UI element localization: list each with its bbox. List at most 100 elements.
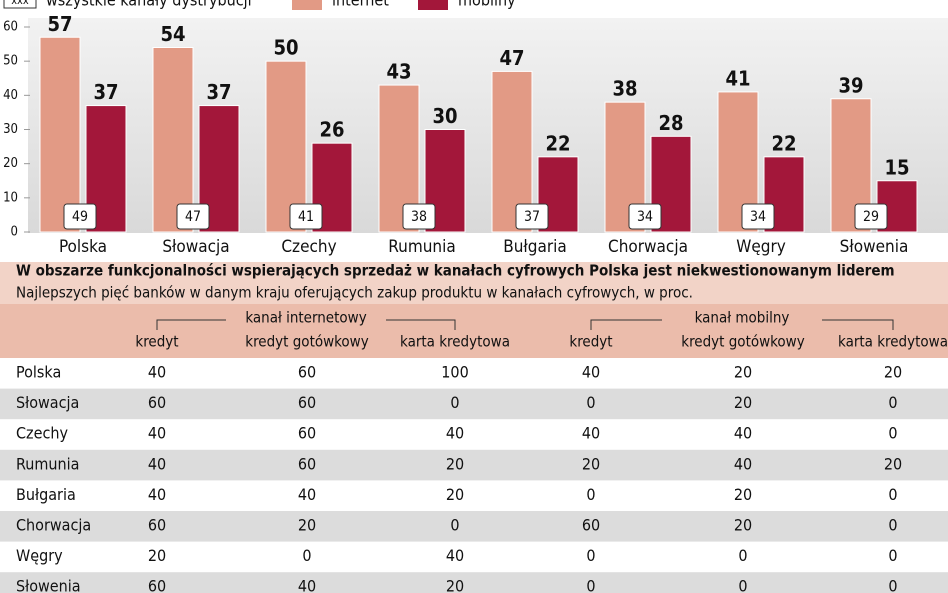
- y-tick-label: 30: [3, 122, 18, 137]
- value-label: 43: [386, 60, 411, 84]
- chart: 0 10 20 30 40 50 60 Polska 57 37 49 Słowacja 54 37 47 C…: [3, 12, 918, 257]
- value-label: 30: [432, 104, 457, 128]
- cell: 40: [734, 424, 752, 443]
- column-header: kredyt gotówkowy: [681, 333, 804, 351]
- cell: 0: [586, 546, 595, 565]
- column-header: karta kredytowa: [838, 333, 948, 351]
- legend-marker: [3, 0, 37, 9]
- group-header: kanał internetowy: [245, 309, 366, 327]
- legend-marker-text: xxx: [11, 0, 29, 7]
- group-bracket: [156, 319, 456, 330]
- value-label: 22: [771, 131, 796, 155]
- table-title: W obszarze funkcjonalności wspierających…: [16, 262, 895, 280]
- row-bg: [0, 449, 948, 481]
- cell: 20: [884, 454, 902, 473]
- all-channels-box: [402, 203, 436, 230]
- row-label: Chorwacja: [16, 516, 91, 535]
- all-channels-label: 41: [298, 209, 314, 225]
- all-channels-box: [63, 203, 97, 230]
- cell: 0: [450, 516, 459, 535]
- cell: 60: [298, 393, 316, 412]
- cell: 40: [148, 424, 166, 443]
- group-header: kanał mobilny: [695, 309, 790, 327]
- cell: 0: [888, 485, 897, 504]
- cell: 40: [582, 363, 600, 382]
- all-channels-label: 47: [185, 209, 201, 225]
- table-subtitle: Najlepszych pięć banków w danym kraju of…: [16, 284, 693, 302]
- cell: 60: [148, 393, 166, 412]
- cell: 40: [734, 454, 752, 473]
- x-tick-label: Chorwacja: [608, 237, 688, 257]
- cell: 0: [302, 546, 311, 565]
- row-label: Bułgaria: [16, 485, 76, 504]
- cell: 20: [734, 393, 752, 412]
- cell: 0: [450, 393, 459, 412]
- x-tick-label: Polska: [59, 237, 107, 257]
- legend-swatch: [292, 0, 322, 10]
- all-channels-box: [854, 203, 888, 230]
- all-channels-label: 29: [863, 209, 879, 225]
- cell: 60: [582, 516, 600, 535]
- x-tick-label: Węgry: [736, 237, 786, 257]
- legend-label: mobilny: [458, 0, 516, 10]
- value-label: 15: [884, 155, 909, 179]
- value-label: 50: [273, 36, 298, 60]
- cell: 20: [734, 485, 752, 504]
- value-label: 54: [160, 22, 185, 46]
- x-tick-label: Czechy: [281, 237, 336, 257]
- all-channels-label: 34: [750, 209, 766, 225]
- row-label: Węgry: [16, 546, 63, 565]
- cell: 40: [148, 485, 166, 504]
- row-label: Słowenia: [16, 577, 81, 593]
- cell: 20: [446, 454, 464, 473]
- bar: [424, 129, 466, 233]
- cell: 0: [738, 546, 747, 565]
- cell: 20: [298, 516, 316, 535]
- cell: 40: [446, 424, 464, 443]
- x-tick-label: Bułgaria: [503, 237, 567, 257]
- cell: 0: [738, 577, 747, 593]
- bar: [537, 156, 579, 233]
- row-bg: [0, 511, 948, 542]
- x-tick-label: Słowacja: [162, 237, 229, 257]
- cell: 60: [148, 516, 166, 535]
- cell: 20: [582, 454, 600, 473]
- value-label: 57: [47, 12, 72, 36]
- legend-label: internet: [332, 0, 389, 10]
- all-channels-label: 49: [72, 209, 88, 225]
- value-label: 28: [658, 111, 683, 135]
- row-label: Polska: [16, 363, 61, 382]
- y-tick-label: 60: [3, 20, 18, 35]
- value-label: 39: [838, 73, 863, 97]
- cell: 0: [888, 546, 897, 565]
- cell: 20: [148, 546, 166, 565]
- column-header: karta kredytowa: [400, 333, 510, 351]
- bar: [198, 105, 240, 233]
- value-label: 38: [612, 77, 637, 101]
- value-label: 26: [319, 118, 344, 142]
- all-channels-label: 34: [637, 209, 653, 225]
- cell: 0: [888, 577, 897, 593]
- group-bracket: [590, 319, 894, 330]
- y-tick-label: 10: [3, 190, 18, 205]
- value-label: 22: [545, 131, 570, 155]
- y-tick-label: 50: [3, 54, 18, 69]
- x-tick-label: Słowenia: [840, 237, 909, 257]
- cell: 20: [734, 363, 752, 382]
- y-tick-label: 20: [3, 156, 18, 171]
- cell: 0: [586, 485, 595, 504]
- value-label: 37: [93, 80, 118, 104]
- all-channels-box: [741, 203, 775, 230]
- table: kanał internetowy kanał mobilny kredyt kred…: [0, 309, 948, 593]
- all-channels-box: [628, 203, 662, 230]
- bar: [152, 47, 194, 233]
- cell: 20: [884, 363, 902, 382]
- bar: [39, 36, 81, 233]
- legend: xxx wszystkie kanały dystrybucji internet m…: [3, 0, 516, 10]
- table-title-bg: [0, 262, 948, 304]
- cell: 0: [888, 393, 897, 412]
- value-label: 47: [499, 46, 524, 70]
- y-tick-label: 0: [11, 225, 18, 240]
- y-tick-label: 40: [3, 88, 18, 103]
